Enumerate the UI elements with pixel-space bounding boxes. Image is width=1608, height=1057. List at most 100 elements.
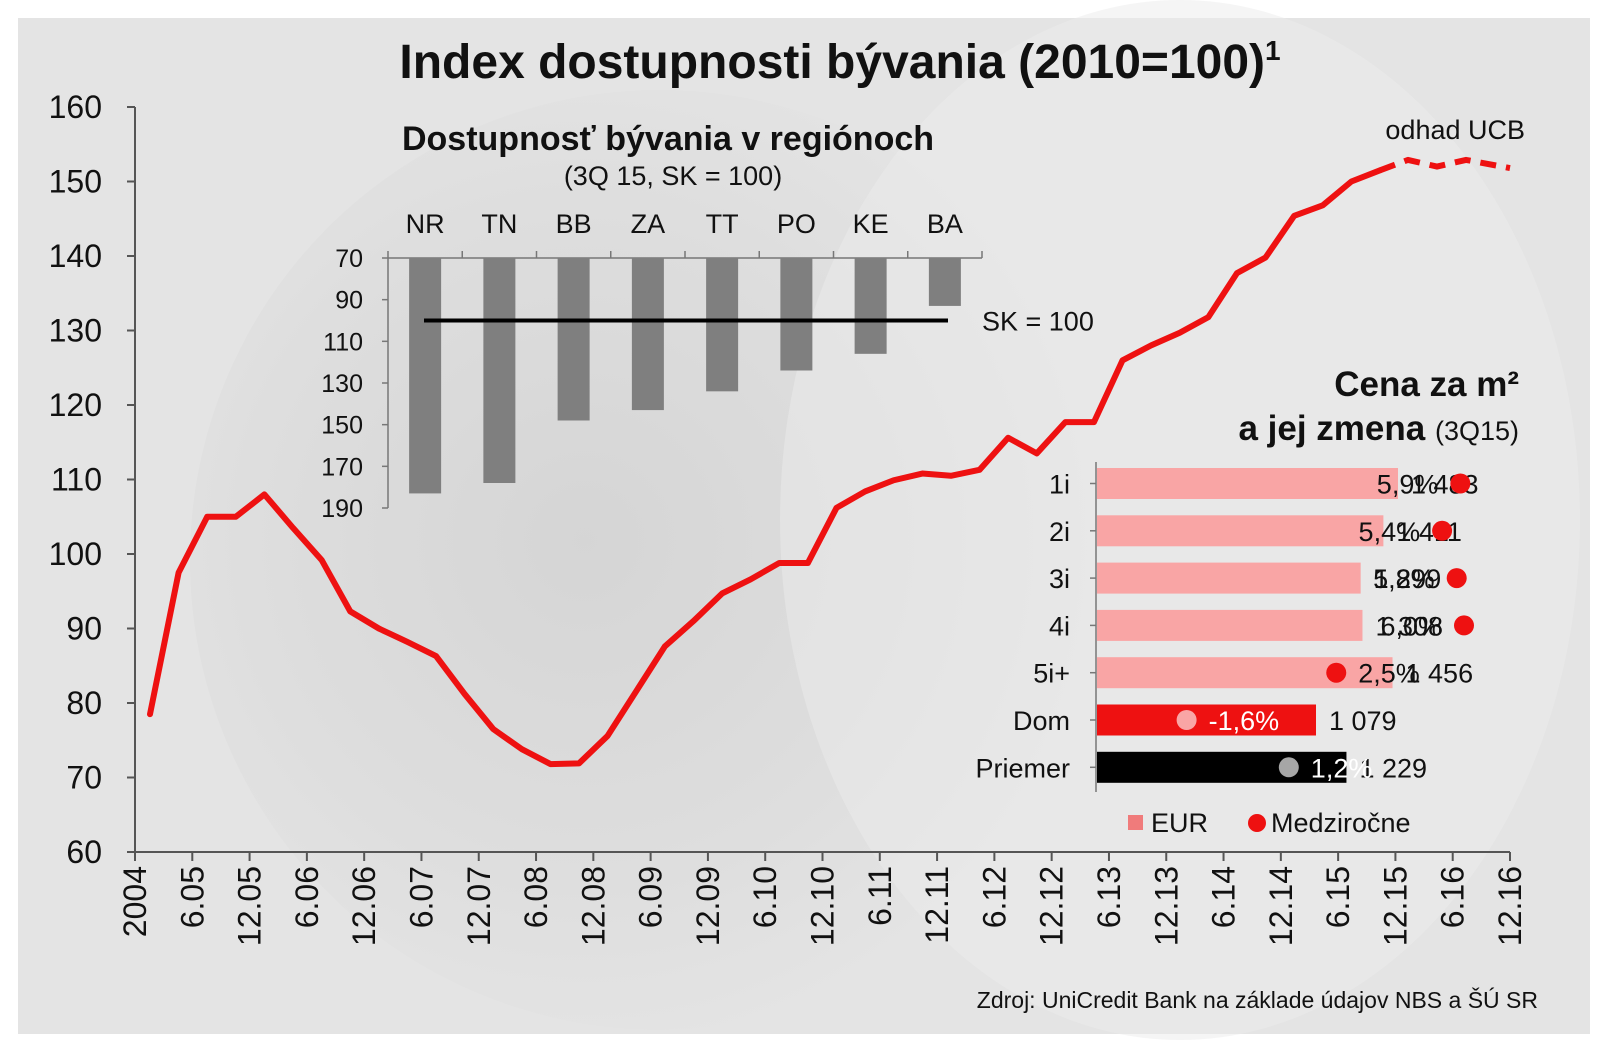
yoy-label: 2,5% <box>1358 659 1420 689</box>
price-bar <box>1097 609 1363 641</box>
x-tick-label: 12.06 <box>346 866 382 946</box>
region-y-tick-label: 150 <box>321 412 363 440</box>
yoy-dot <box>1432 520 1453 541</box>
price-bar <box>1097 704 1317 736</box>
y-tick-label: 70 <box>66 760 102 796</box>
price-value-label: 1 456 <box>1406 659 1474 689</box>
price-category-label: 5i+ <box>1033 659 1070 689</box>
yoy-dot <box>1176 710 1197 730</box>
legend-yoy-label: Medziročne <box>1271 808 1411 838</box>
region-y-tick-label: 190 <box>321 495 363 523</box>
yoy-dot <box>1326 662 1347 683</box>
legend-eur-label: EUR <box>1151 808 1208 838</box>
region-category-label: ZA <box>631 209 666 239</box>
x-tick-label: 12.11 <box>919 866 955 944</box>
region-category-label: KE <box>853 209 889 239</box>
forecast-annotation: odhad UCB <box>1385 115 1525 145</box>
price-bar <box>1097 468 1398 499</box>
price-bar-chart: Cena za m²a jej zmena (3Q15)1i 1 4835,9%2… <box>975 365 1519 838</box>
y-tick-label: 100 <box>49 536 102 572</box>
y-tick-label: 150 <box>49 164 102 200</box>
price-chart-title-line2-text: a jej zmena <box>1238 409 1434 448</box>
yoy-label: -1,6% <box>1209 706 1280 736</box>
x-tick-label: 2004 <box>117 866 153 937</box>
region-bar <box>928 258 961 306</box>
legend-yoy-dot <box>1248 814 1266 832</box>
yoy-label: 6,0% <box>1380 611 1442 641</box>
price-category-label: Priemer <box>975 753 1070 783</box>
x-tick-label: 12.13 <box>1148 866 1184 946</box>
x-tick-label: 12.14 <box>1263 866 1299 946</box>
region-category-label: PO <box>777 209 816 239</box>
x-tick-label: 6.12 <box>976 866 1012 928</box>
y-tick-label: 160 <box>49 89 102 125</box>
yoy-dot <box>1446 568 1467 589</box>
region-category-label: BB <box>556 209 592 239</box>
price-category-label: 3i <box>1049 564 1070 594</box>
region-bar-chart: Dostupnosť bývania v regiónoch(3Q 15, SK… <box>321 120 1094 523</box>
region-y-tick-label: 130 <box>321 370 363 398</box>
x-tick-label: 6.11 <box>862 866 898 926</box>
x-tick-label: 6.09 <box>633 866 669 928</box>
region-y-tick-label: 110 <box>323 328 363 356</box>
x-tick-label: 6.16 <box>1435 866 1471 928</box>
region-category-label: TT <box>706 209 739 239</box>
region-bar <box>409 258 442 494</box>
region-category-label: BA <box>927 209 963 239</box>
legend-eur-swatch <box>1128 815 1143 830</box>
x-tick-label: 6.13 <box>1091 866 1127 928</box>
x-tick-label: 6.14 <box>1206 866 1242 928</box>
price-bar <box>1097 657 1393 689</box>
y-tick-label: 80 <box>66 685 102 721</box>
title-text: Index dostupnosti bývania (2010=100) <box>399 36 1265 89</box>
y-tick-label: 90 <box>66 611 102 647</box>
price-chart-title-note: (3Q15) <box>1435 416 1519 446</box>
price-chart-title: Cena za m² <box>1334 365 1519 404</box>
y-tick-label: 140 <box>49 238 102 274</box>
price-value-label: 1 079 <box>1329 706 1397 736</box>
price-bar <box>1097 562 1361 594</box>
y-tick-label: 110 <box>51 462 102 498</box>
yoy-dot <box>1278 757 1299 778</box>
x-tick-label: 12.15 <box>1377 866 1413 946</box>
x-tick-label: 6.05 <box>174 866 210 928</box>
yoy-dot <box>1454 615 1474 636</box>
index-line-forecast <box>1378 156 1511 174</box>
x-tick-label: 12.16 <box>1492 866 1528 946</box>
price-value-label: 1 299 <box>1374 564 1442 594</box>
main-line-chart: 60 70 80 90 100 110 120 130 140 150 160 2004 6.05 12.… <box>49 89 1528 946</box>
price-category-label: Dom <box>1013 706 1070 736</box>
x-tick-label: 12.09 <box>690 866 726 946</box>
region-chart-subtitle: (3Q 15, SK = 100) <box>564 161 782 191</box>
region-bar <box>780 258 813 371</box>
price-value-label: 1 308 <box>1375 611 1443 641</box>
price-chart-title-line2: a jej zmena (3Q15) <box>1238 409 1519 448</box>
x-tick-label: 12.10 <box>805 866 841 946</box>
yoy-dot <box>1450 473 1471 494</box>
price-category-label: 2i <box>1049 517 1070 547</box>
region-bar <box>631 258 664 411</box>
x-tick-label: 12.12 <box>1034 866 1070 946</box>
index-line-actual <box>147 167 1383 768</box>
yoy-label: 5,4% <box>1359 517 1421 547</box>
region-bar <box>706 258 739 392</box>
region-bar <box>557 258 590 421</box>
x-tick-label: 6.06 <box>289 866 325 928</box>
region-category-label: NR <box>406 209 445 239</box>
y-tick-label: 130 <box>49 313 102 349</box>
region-y-tick-label: 90 <box>335 287 363 315</box>
price-category-label: 4i <box>1049 611 1070 641</box>
x-tick-label: 6.10 <box>747 866 783 928</box>
yoy-label: 1,2% <box>1311 753 1373 783</box>
title-footnote-mark: 1 <box>1265 35 1281 66</box>
x-tick-label: 6.15 <box>1320 866 1356 928</box>
x-tick-label: 6.08 <box>518 866 554 928</box>
source-note: Zdroj: UniCredit Bank na základe údajov … <box>977 986 1538 1013</box>
x-tick-label: 6.07 <box>403 866 439 928</box>
price-bar <box>1097 751 1347 783</box>
region-chart-title: Dostupnosť bývania v regiónoch <box>402 120 934 158</box>
region-y-tick-label: 70 <box>335 245 363 273</box>
region-y-tick-label: 170 <box>321 453 363 481</box>
